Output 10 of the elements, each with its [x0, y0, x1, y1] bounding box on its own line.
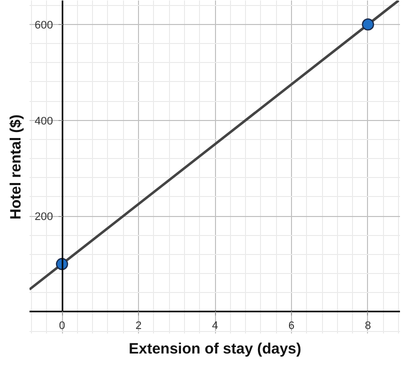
x-tick-label: 4 [212, 320, 218, 332]
y-axis-title: Hotel rental ($) [8, 114, 24, 220]
x-tick-label: 6 [288, 320, 295, 332]
x-axis-title: Extension of stay (days) [128, 340, 302, 358]
x-tick-label: 8 [364, 320, 372, 332]
y-tick-label: 600 [34, 19, 54, 32]
y-tick-label: 200 [34, 211, 54, 224]
y-tick-label: 400 [34, 115, 54, 128]
x-tick-label: 2 [135, 320, 142, 332]
x-tick-label: 0 [58, 320, 66, 332]
